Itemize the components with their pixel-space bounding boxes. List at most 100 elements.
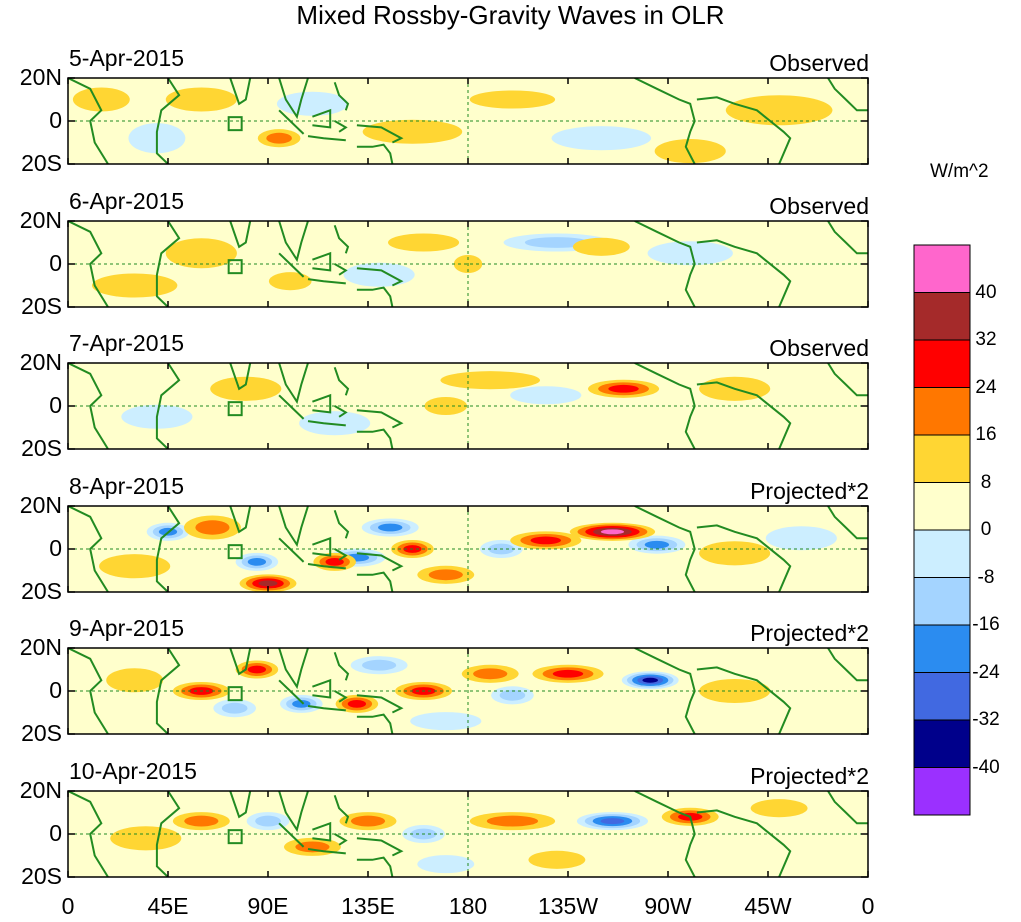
coastline (68, 648, 109, 734)
colorbar-units: W/m^2 (930, 161, 989, 182)
coastline (634, 363, 696, 449)
lat-tick-label: 20N (19, 349, 62, 375)
coastline (334, 405, 348, 418)
reference-box (227, 116, 243, 132)
lat-tick-label: 0 (49, 107, 62, 133)
colorbar-level-label: -40 (972, 756, 1000, 778)
anomaly-contour (572, 237, 630, 256)
anomaly-contour (765, 526, 837, 551)
coastline (229, 221, 252, 249)
coastline (229, 78, 252, 106)
anomaly-contour (524, 237, 589, 248)
lon-tick-label: 135W (537, 893, 599, 919)
anomaly-contour (528, 850, 586, 869)
coastline (312, 251, 332, 272)
colorbar-level-label: 40 (975, 281, 997, 303)
map-panel (67, 647, 869, 735)
anomaly-contour (195, 520, 230, 535)
anomaly-contour (654, 139, 726, 164)
coastline (68, 363, 109, 449)
anomaly-contour (247, 665, 267, 674)
colorbar-swatch (913, 577, 971, 626)
lon-tick-label: 135E (341, 893, 395, 919)
coastline (827, 78, 868, 112)
coastline (68, 506, 109, 592)
panel-date: 6-Apr-2015 (69, 188, 185, 214)
anomaly-contour (486, 815, 539, 827)
coastline (333, 366, 350, 396)
coastline (334, 120, 348, 133)
coastline (634, 648, 696, 734)
reference-box (227, 686, 243, 702)
coastline (68, 78, 109, 164)
coastline (696, 809, 792, 877)
panel-date: 8-Apr-2015 (69, 473, 185, 499)
colorbar-level-label: 0 (980, 519, 992, 540)
lat-tick-label: 20S (21, 863, 62, 889)
lat-tick-label: 0 (49, 677, 62, 703)
coastline (278, 791, 309, 833)
coastline (334, 263, 348, 276)
coastline (278, 363, 309, 405)
coastline (356, 267, 404, 287)
anomaly-field (68, 363, 868, 449)
panel-tag: Observed (769, 335, 869, 361)
anomaly-contour (725, 95, 833, 126)
coastline (634, 506, 696, 592)
panel-tag: Projected*2 (750, 478, 869, 504)
coastline (356, 552, 404, 572)
anomaly-field (68, 648, 868, 734)
coastline (696, 239, 792, 307)
anomaly-contour (255, 815, 281, 827)
colorbar-swatch (913, 529, 971, 578)
lat-tick-label: 0 (49, 250, 62, 276)
coastline (307, 705, 346, 712)
colorbar-level-label: 16 (975, 424, 997, 445)
colorbar-swatch (913, 482, 971, 531)
panel-date: 7-Apr-2015 (69, 330, 185, 356)
anomaly-contour (106, 668, 164, 693)
coastline (827, 363, 868, 397)
coastline (696, 96, 792, 164)
colorbar-level-label: -32 (972, 709, 1000, 730)
colorbar-level-label: 8 (980, 471, 992, 493)
coastline (68, 791, 109, 877)
coastline (229, 363, 252, 391)
colorbar-level-label: 32 (975, 329, 997, 350)
colorbar-swatch (913, 339, 971, 388)
anomaly-contour (362, 659, 397, 671)
coastline (356, 856, 394, 877)
anomaly-contour (552, 669, 584, 678)
chart-title: Mixed Rossby-Gravity Waves in OLR (296, 0, 725, 30)
anomaly-contour (362, 119, 463, 144)
map-panel (67, 77, 869, 165)
coastline (634, 78, 696, 164)
anomaly-contour (428, 569, 463, 581)
anomaly-contour (299, 411, 371, 436)
anomaly-contour (530, 536, 562, 545)
coastline (334, 833, 348, 846)
anomaly-contour (424, 396, 468, 416)
coastline (356, 713, 394, 734)
coastline (68, 221, 109, 307)
lon-tick-label: 45W (744, 893, 792, 919)
colorbar-level-label: 24 (975, 376, 997, 398)
coastline (333, 794, 350, 824)
colorbar-swatch (913, 387, 971, 436)
coastline (356, 143, 394, 164)
colorbar-swatch (913, 767, 971, 816)
lon-tick-label: 90E (247, 893, 289, 919)
anomaly-contour (644, 540, 670, 549)
panel-tag: Observed (769, 193, 869, 219)
anomaly-contour (510, 386, 582, 405)
colorbar-level-label: -24 (972, 661, 1000, 683)
anomaly-contour (247, 558, 267, 566)
anomaly-contour (469, 90, 556, 109)
coastline (278, 221, 309, 263)
anomaly-field (68, 791, 868, 877)
panel-date: 5-Apr-2015 (69, 45, 185, 71)
anomaly-contour (221, 702, 248, 714)
anomaly-contour (72, 87, 130, 112)
colorbar-swatch (913, 244, 971, 293)
